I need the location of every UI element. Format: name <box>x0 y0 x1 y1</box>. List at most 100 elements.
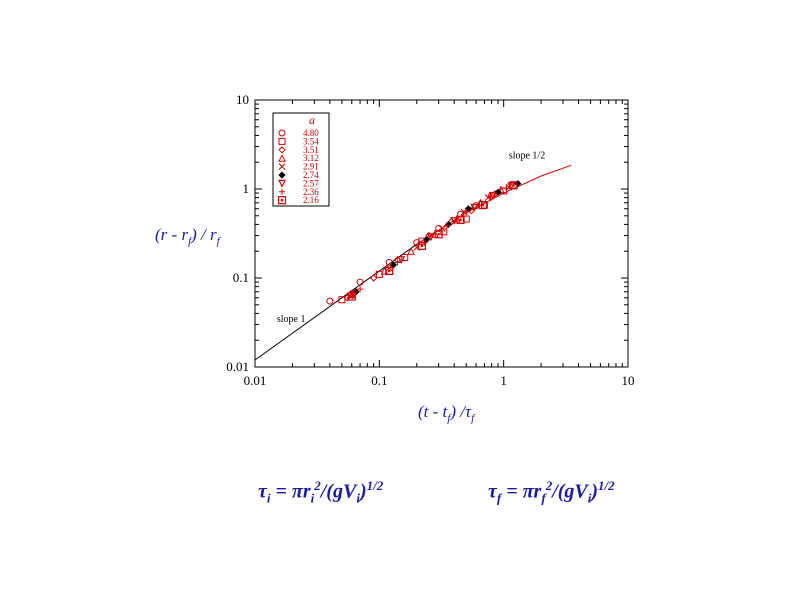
marker-part <box>456 215 465 224</box>
data-point <box>426 233 435 242</box>
formula-sub: i <box>310 490 315 506</box>
x-tick-label: 0.01 <box>244 373 267 388</box>
data-point <box>401 253 409 261</box>
formula-part: τ <box>488 480 497 503</box>
formula-part: /(gV <box>552 480 588 503</box>
y-tick-label: 0.1 <box>233 270 249 285</box>
data-point <box>463 208 470 215</box>
formula-sup: 1/2 <box>366 478 384 493</box>
data-point <box>417 241 427 250</box>
marker-part <box>350 295 353 298</box>
legend-label: 2.91 <box>303 162 319 172</box>
slope-annotation: slope 1/2 <box>509 151 545 162</box>
marker-part <box>478 200 487 210</box>
y-tick-label: 10 <box>236 92 249 107</box>
fit-line <box>416 164 572 245</box>
data-point <box>389 261 398 269</box>
formula-sup: 2 <box>545 478 553 493</box>
x-tick-label: 0.1 <box>371 373 387 388</box>
marker-part <box>459 218 462 222</box>
data-point <box>385 258 393 266</box>
y-axis-title-part: ) / r <box>191 225 217 244</box>
data-point <box>478 200 487 210</box>
formula-part: τ <box>258 480 267 503</box>
formula-part: = πr <box>270 480 311 503</box>
data-point <box>434 230 443 239</box>
data-point <box>326 297 334 305</box>
legend-label: 2.16 <box>303 195 319 205</box>
legend-marker <box>278 137 286 145</box>
legend-marker <box>278 171 286 179</box>
data-point <box>369 274 378 282</box>
marker-part <box>387 269 391 273</box>
plot-frame-group <box>254 99 629 368</box>
marker-part <box>420 244 424 248</box>
formula-tau-f: τf = πrf2/(gVi)1/2 <box>488 478 615 507</box>
data-point <box>356 278 364 286</box>
formula-tau-i: τi = πri2/(gVi)1/2 <box>258 478 383 507</box>
marker-part <box>512 184 515 187</box>
marker-part <box>481 203 485 207</box>
marker-part <box>509 181 518 190</box>
data-point <box>462 215 470 223</box>
marker-part <box>280 199 284 202</box>
legend-marker <box>278 163 286 170</box>
legend-title: a <box>309 113 315 127</box>
data-point <box>503 185 510 192</box>
legend: a4.803.543.513.122.912.742.572.362.16 <box>272 112 330 207</box>
marker-part <box>434 230 443 239</box>
legend-label: 2.74 <box>303 170 319 180</box>
data-point <box>488 192 497 201</box>
y-tick-label: 1 <box>243 181 250 196</box>
legend-marker <box>277 196 287 205</box>
formula-sub: f <box>541 490 546 506</box>
y-axis-title: (r - rf) / rf <box>155 225 220 247</box>
formula-sub: i <box>266 490 271 506</box>
formula-sub: f <box>496 490 502 506</box>
legend-marker <box>278 146 286 154</box>
data-points-group <box>326 180 522 305</box>
data-point <box>397 256 406 265</box>
x-axis-title: (t - tf) /τf <box>418 402 474 424</box>
data-point <box>440 228 448 236</box>
data-point <box>385 266 394 276</box>
data-point <box>338 296 346 304</box>
marker-part <box>417 241 427 250</box>
slope-annotation: slope 1 <box>277 314 306 325</box>
formula-part: ) <box>591 480 599 503</box>
data-point <box>443 222 450 229</box>
data-point <box>457 210 465 218</box>
legend-label: 3.54 <box>303 136 319 146</box>
annotations-group: slope 1 slope 1/2 <box>277 151 545 326</box>
data-point <box>407 247 415 255</box>
formula-part: = πr <box>501 480 542 503</box>
data-point <box>450 217 459 226</box>
data-point <box>509 181 518 190</box>
legend-label: 2.36 <box>303 187 319 197</box>
plot-frame <box>254 99 629 368</box>
legend-label: 2.57 <box>303 178 319 188</box>
y-axis-title-sub: f <box>188 235 192 248</box>
x-axis-title-sub: f <box>471 412 475 425</box>
legend-marker <box>278 179 286 188</box>
y-axis-title-sub: f <box>216 235 220 248</box>
legend-marker <box>278 129 286 137</box>
formula-sub: i <box>356 490 360 506</box>
legend-label: 3.51 <box>303 145 319 155</box>
data-point <box>470 203 479 212</box>
formula-part: /(gV <box>320 480 357 503</box>
data-point <box>347 292 356 301</box>
fit-line <box>254 243 418 361</box>
marker-part <box>347 292 356 301</box>
y-axis-title-part: (r - r <box>155 225 189 244</box>
y-tick-label: 0.01 <box>226 359 249 374</box>
formula-sub: i <box>587 490 592 506</box>
data-point <box>487 193 494 200</box>
x-axis-title-part: (t - t <box>418 402 448 421</box>
data-point <box>494 188 502 196</box>
data-point <box>394 259 401 266</box>
x-tick-label: 10 <box>622 373 635 388</box>
legend-marker <box>279 188 285 195</box>
ticks-group: 0.01 0.1 1 10 0.01 0.1 1 10 <box>226 92 634 388</box>
